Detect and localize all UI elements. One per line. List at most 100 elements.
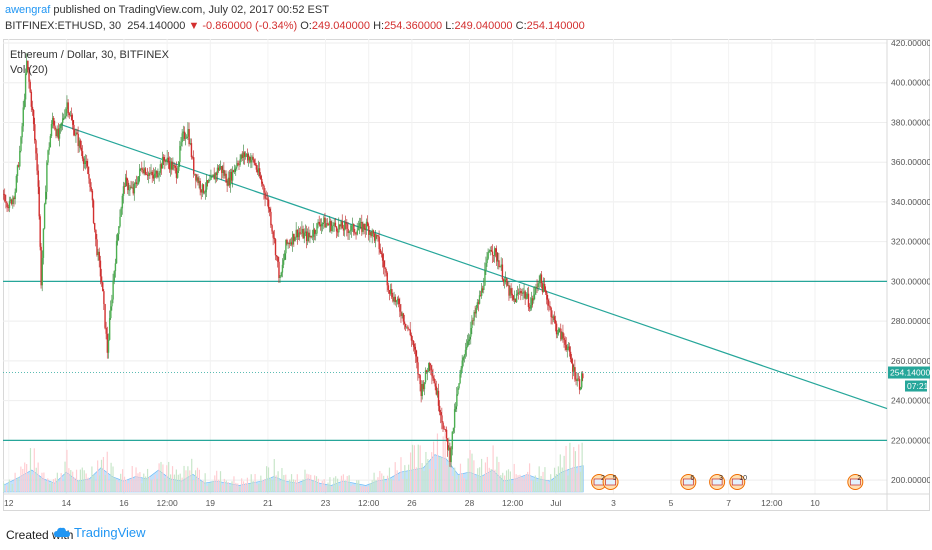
candle-body — [368, 225, 370, 235]
candle-body — [281, 264, 284, 273]
volume-bar — [360, 486, 362, 492]
volume-bar — [523, 478, 525, 492]
candle-body — [404, 323, 407, 328]
volume-bar — [363, 486, 366, 492]
candle — [448, 445, 450, 452]
volume-bar — [14, 472, 16, 492]
volume-bar — [369, 483, 371, 492]
volume-bar — [171, 466, 174, 492]
candle-body — [122, 186, 125, 196]
candle — [495, 247, 497, 258]
candle-body — [315, 233, 317, 235]
candle-body — [510, 288, 512, 294]
x-tick-label: 23 — [321, 498, 331, 508]
candle — [573, 364, 575, 377]
candle — [285, 239, 287, 260]
candle — [410, 332, 413, 347]
volume-bar — [79, 469, 81, 492]
candle-body — [235, 167, 237, 169]
candle-body — [417, 362, 419, 375]
volume-bar — [488, 467, 490, 492]
candle — [272, 230, 274, 246]
candle-body — [198, 180, 200, 184]
candle-body — [362, 223, 364, 232]
volume-bar — [106, 451, 108, 492]
candle-body — [145, 174, 148, 176]
candle-body — [313, 229, 316, 234]
candle — [274, 237, 277, 261]
event-count-label: 2 — [601, 475, 605, 482]
volume-bar — [256, 484, 258, 492]
candle — [200, 189, 203, 200]
candle-body — [387, 285, 390, 291]
candle — [455, 402, 457, 412]
candle-body — [134, 182, 137, 184]
volume-bar — [521, 476, 523, 492]
candle — [543, 277, 546, 292]
author-link[interactable]: awengraf — [5, 4, 51, 16]
candle — [483, 277, 485, 294]
candle — [181, 128, 183, 147]
candle-body — [223, 169, 225, 176]
volume-bar — [479, 467, 481, 492]
candle-body — [100, 276, 103, 283]
candle — [488, 249, 490, 253]
candle-body — [316, 223, 318, 234]
candle — [545, 286, 547, 295]
candle-body — [564, 339, 566, 345]
candle-body — [428, 363, 430, 372]
candle-body — [42, 228, 45, 258]
candle-body — [543, 283, 546, 290]
volume-bar — [265, 466, 268, 492]
volume-bar — [129, 479, 131, 492]
candle — [316, 222, 318, 236]
candle-body — [501, 264, 504, 280]
us-flag-icon — [731, 478, 743, 486]
volume-bar — [66, 449, 68, 492]
candle-body — [486, 258, 488, 264]
candle — [119, 209, 121, 228]
price-chart[interactable]: 420.000000 400.000000 380.000000 360.000000… — [3, 39, 930, 511]
volume-bar — [258, 483, 260, 492]
volume-bar — [162, 464, 164, 492]
candle — [140, 167, 142, 171]
volume-bar — [27, 474, 30, 492]
publish-info: awengraf published on TradingView.com, J… — [5, 4, 329, 16]
volume-bar — [383, 475, 385, 492]
candle-body — [489, 249, 492, 252]
candle-body — [183, 131, 186, 139]
candle — [568, 342, 571, 357]
candle-body — [75, 132, 77, 136]
candle-body — [187, 129, 189, 137]
candle-body — [346, 223, 348, 229]
candle — [98, 247, 100, 268]
candle — [165, 158, 167, 166]
volume-bar — [446, 465, 448, 492]
candle — [209, 174, 211, 182]
candle — [377, 234, 379, 242]
volume-bar — [348, 475, 350, 492]
candle-body — [96, 239, 98, 256]
candle — [452, 427, 455, 434]
candle — [57, 123, 60, 141]
candle-body — [118, 226, 120, 235]
candle-body — [556, 332, 559, 335]
volume-bar — [189, 470, 191, 492]
candle — [477, 299, 480, 312]
candle — [421, 380, 424, 400]
candle — [117, 232, 119, 246]
candle — [108, 310, 111, 341]
candle — [29, 79, 31, 94]
volume-bar — [214, 475, 216, 492]
candle-body — [399, 304, 401, 312]
candle-body — [356, 230, 358, 235]
candle — [330, 218, 332, 233]
candle — [160, 162, 163, 175]
candle — [238, 160, 240, 171]
candle-body — [407, 326, 409, 330]
candle — [398, 295, 400, 308]
y-tick-label: 280.000000 — [891, 316, 930, 326]
candle — [364, 223, 367, 238]
tradingview-logo[interactable]: TradingView — [54, 525, 146, 540]
x-tick-label: 12:00 — [761, 498, 783, 508]
